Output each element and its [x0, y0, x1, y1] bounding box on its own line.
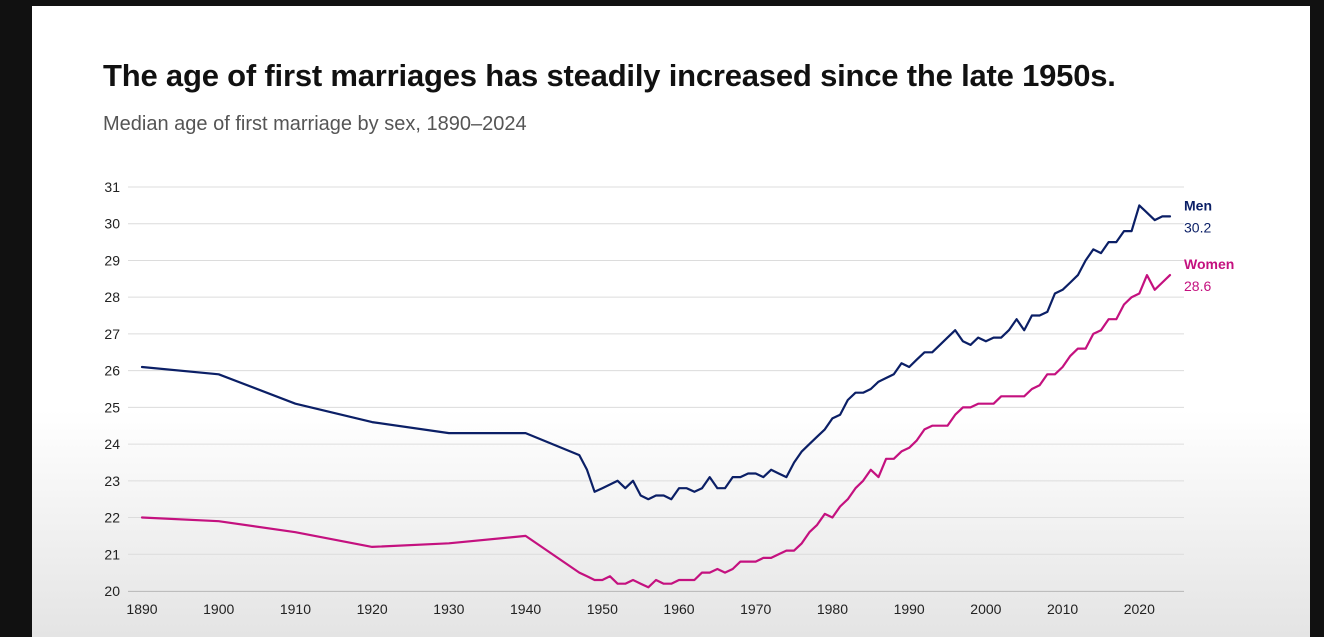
- series-line-women: [140, 274, 1172, 589]
- y-tick-label: 30: [104, 216, 120, 232]
- y-tick-label: 28: [104, 289, 120, 305]
- series-end-labels: Men 30.2 Women 28.6: [1184, 197, 1234, 294]
- chart-title: The age of first marriages has steadily …: [103, 58, 1116, 93]
- y-tick-label: 24: [104, 436, 120, 452]
- y-tick-label: 23: [104, 473, 120, 489]
- x-tick-label: 1920: [357, 601, 388, 617]
- chart-subtitle: Median age of first marriage by sex, 189…: [103, 113, 527, 135]
- y-tick-label: 31: [104, 179, 120, 195]
- x-tick-label: 1890: [126, 601, 157, 617]
- x-tick-label: 1960: [663, 601, 694, 617]
- series-end-value-label: 28.6: [1184, 278, 1211, 294]
- series-lines: [140, 204, 1172, 589]
- y-axis-ticks: 20 21 22 23 24 25 26 27 28 29 30 31: [104, 179, 120, 599]
- x-tick-label: 1910: [280, 601, 311, 617]
- y-tick-label: 27: [104, 326, 120, 342]
- x-tick-label: 1980: [817, 601, 848, 617]
- x-tick-label: 1990: [894, 601, 925, 617]
- series-name-label: Men: [1184, 197, 1212, 213]
- y-tick-label: 26: [104, 363, 120, 379]
- x-tick-label: 2020: [1124, 601, 1155, 617]
- chart-card: [32, 6, 1310, 637]
- grid-lines: [128, 186, 1184, 592]
- x-tick-label: 2010: [1047, 601, 1078, 617]
- x-tick-label: 1950: [587, 601, 618, 617]
- y-tick-label: 25: [104, 399, 120, 415]
- x-tick-label: 1900: [203, 601, 234, 617]
- series-name-label: Women: [1184, 256, 1234, 272]
- y-tick-label: 29: [104, 252, 120, 268]
- y-tick-label: 20: [104, 583, 120, 599]
- x-tick-label: 2000: [970, 601, 1001, 617]
- y-tick-label: 22: [104, 510, 120, 526]
- x-axis-ticks: 1890 1900 1910 1920 1930 1940 1950 1960 1970 1980…: [126, 601, 1155, 617]
- series-line-men: [140, 204, 1172, 501]
- x-tick-label: 1970: [740, 601, 771, 617]
- x-tick-label: 1940: [510, 601, 541, 617]
- series-end-value-label: 30.2: [1184, 219, 1211, 235]
- x-tick-label: 1930: [433, 601, 464, 617]
- y-tick-label: 21: [104, 546, 120, 562]
